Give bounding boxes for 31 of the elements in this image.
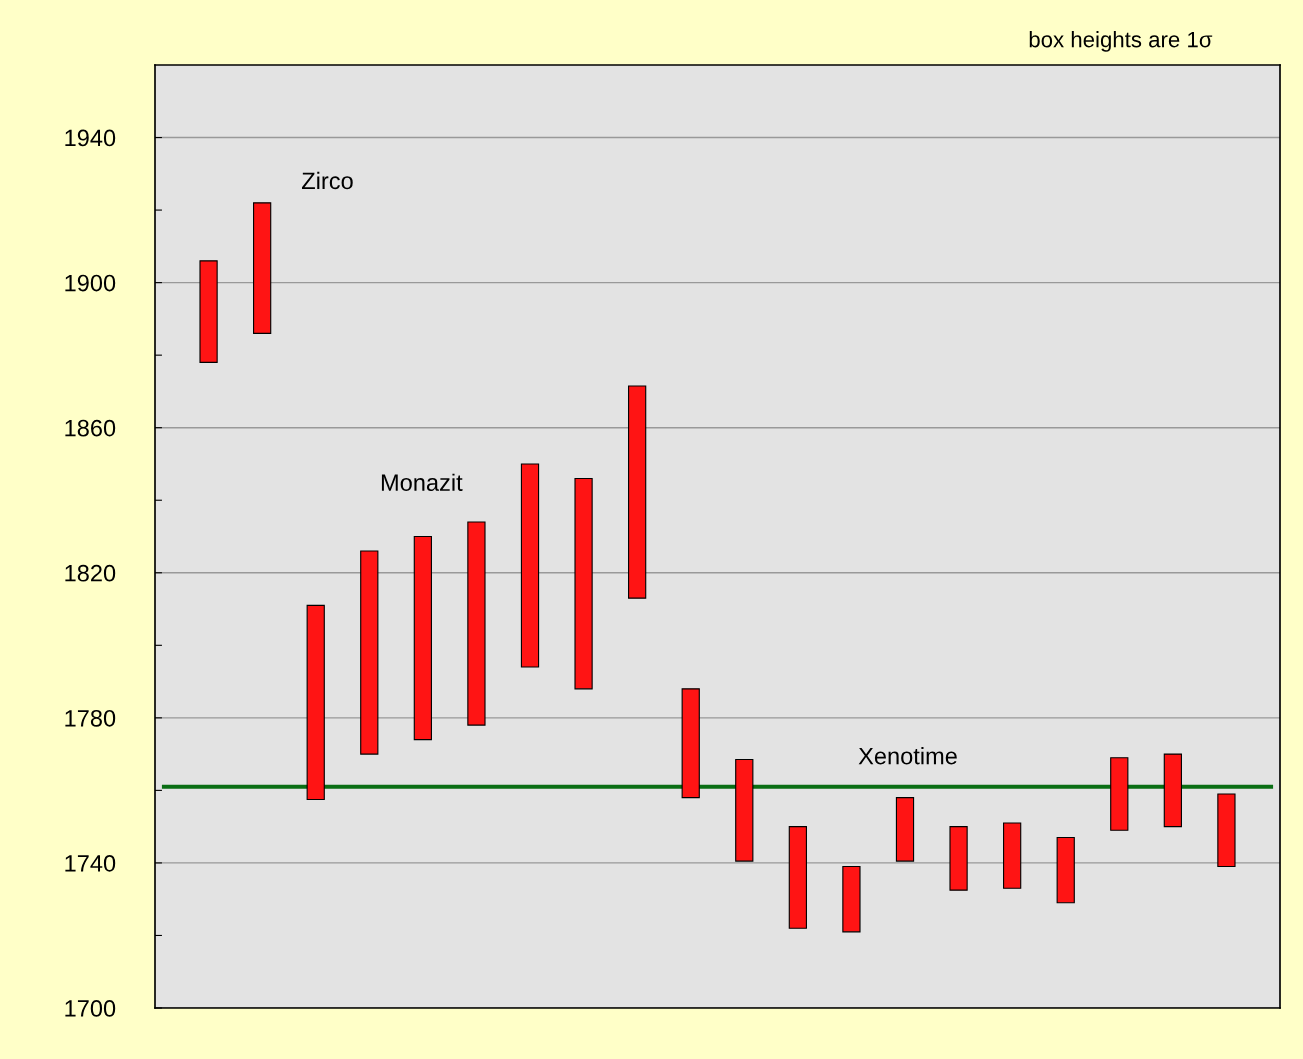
y-tick-label: 1940 — [65, 129, 116, 147]
annotation: Zirco — [302, 171, 353, 190]
annotation: Monazit — [381, 473, 463, 491]
bar — [1217, 793, 1236, 868]
bar — [360, 550, 379, 755]
bar — [413, 535, 432, 741]
bar — [1163, 753, 1182, 828]
annotation: Xenotime — [858, 747, 957, 765]
bar — [199, 260, 218, 363]
bar — [628, 385, 647, 599]
bar — [1056, 836, 1075, 904]
bar — [1003, 822, 1022, 889]
bar — [306, 604, 325, 801]
text: box heights are 1σ — [1029, 31, 1213, 52]
bar — [574, 477, 593, 690]
y-tick-label: 1820 — [65, 564, 116, 582]
bar — [842, 865, 861, 933]
bar — [520, 463, 540, 668]
bar — [949, 826, 968, 891]
bar — [735, 759, 754, 862]
y-tick-label: 1780 — [65, 709, 116, 727]
y-tick-label: 1860 — [65, 419, 116, 437]
bar — [681, 688, 700, 799]
bar — [467, 521, 486, 726]
y-tick-label: 1900 — [65, 274, 116, 292]
bar — [253, 202, 272, 334]
bar — [895, 797, 915, 862]
y-tick-label: 1740 — [65, 854, 116, 872]
bar — [1110, 757, 1129, 831]
y-tick-label: 1700 — [65, 1000, 116, 1017]
bar — [788, 826, 807, 929]
